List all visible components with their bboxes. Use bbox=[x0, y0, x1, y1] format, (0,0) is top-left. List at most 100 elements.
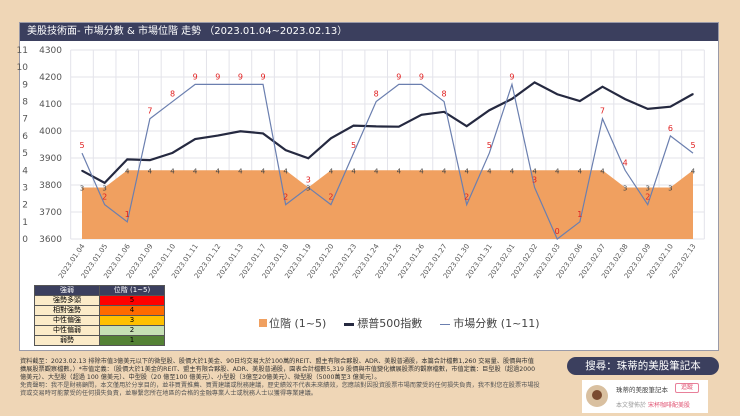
score-data-label: 9 bbox=[260, 72, 265, 81]
sp500-point bbox=[692, 93, 694, 95]
position-area bbox=[82, 170, 693, 239]
author-card[interactable]: 珠蒂的美股筆記本 追蹤 本文發佈於 宋杯咖啡配美股 bbox=[582, 380, 708, 413]
follow-button[interactable]: 追蹤 bbox=[675, 383, 700, 393]
row-label: 中性偏強 bbox=[34, 315, 100, 326]
left-axis-tick: 2 bbox=[22, 201, 28, 211]
score-data-label: 2 bbox=[328, 193, 333, 202]
sp500-point bbox=[103, 182, 106, 184]
score-data-label: 2 bbox=[464, 193, 469, 202]
row-value: 3 bbox=[99, 315, 165, 326]
position-data-label: 4 bbox=[578, 167, 583, 175]
legend-label: 位階 (1~5) bbox=[269, 317, 327, 330]
score-data-label: 4 bbox=[623, 158, 628, 167]
sp500-point bbox=[669, 105, 672, 108]
published-info: 本文發佈於 宋杯咖啡配美股 bbox=[616, 400, 690, 409]
legend-item-sp500: 標普500指數 bbox=[344, 315, 422, 331]
score-data-label: 5 bbox=[690, 141, 695, 150]
position-data-label: 4 bbox=[555, 167, 560, 175]
position-data-label: 4 bbox=[351, 167, 356, 175]
header-position: 位階 (1~5) bbox=[99, 285, 165, 296]
area-swatch-icon bbox=[259, 319, 267, 327]
header-strength: 強弱 bbox=[34, 285, 100, 296]
score-data-label: 1 bbox=[577, 210, 582, 219]
score-data-label: 8 bbox=[170, 90, 175, 99]
score-data-label: 2 bbox=[283, 193, 288, 202]
score-data-label: 5 bbox=[351, 141, 356, 150]
position-data-label: 4 bbox=[374, 167, 379, 175]
sp500-point bbox=[556, 93, 559, 96]
left-axis-tick: 3 bbox=[22, 183, 28, 193]
sp500-point bbox=[624, 98, 626, 100]
score-data-label: 5 bbox=[79, 141, 84, 150]
sp500-point bbox=[646, 108, 649, 110]
position-data-label: 4 bbox=[464, 167, 469, 175]
left-axis-tick: 9 bbox=[22, 80, 28, 90]
position-legend-table: 強弱 位階 (1~5) 強勢多頭 5 相對強勢 4 中性偏強 3 中性偏弱 2 弱勢 1 bbox=[34, 285, 165, 346]
score-data-label: 9 bbox=[193, 72, 198, 81]
left-axis-tick: 1 bbox=[22, 218, 28, 228]
line-swatch-icon bbox=[344, 322, 355, 326]
published-link[interactable]: 宋杯咖啡配美股 bbox=[647, 402, 690, 409]
sp500-point bbox=[443, 111, 445, 113]
score-data-label: 9 bbox=[215, 72, 220, 81]
sp500-point bbox=[420, 114, 423, 116]
position-data-label: 3 bbox=[80, 184, 84, 192]
search-banner: 搜尋：珠蒂的美股筆記本 bbox=[567, 357, 719, 375]
secondary-axis-tick: 3700 bbox=[39, 208, 62, 218]
left-axis-tick: 5 bbox=[22, 149, 28, 159]
row-label: 弱勢 bbox=[34, 335, 100, 346]
footer-notes: 資料截至：2023.02.13 排除市值3億美元以下的微型股、股價大於1美金、9… bbox=[20, 358, 540, 398]
avatar bbox=[586, 385, 608, 407]
position-data-label: 4 bbox=[238, 167, 243, 175]
position-data-label: 4 bbox=[261, 167, 266, 175]
position-data-label: 4 bbox=[216, 167, 221, 175]
sp500-point bbox=[375, 125, 377, 128]
position-data-label: 3 bbox=[102, 184, 106, 192]
position-data-label: 4 bbox=[442, 167, 447, 175]
left-axis-tick: 6 bbox=[22, 132, 28, 142]
row-label: 相對強勢 bbox=[34, 305, 100, 316]
position-data-label: 4 bbox=[691, 167, 696, 175]
position-data-label: 4 bbox=[193, 167, 198, 175]
left-axis-tick: 7 bbox=[22, 115, 28, 125]
row-value: 5 bbox=[99, 295, 165, 306]
score-data-label: 1 bbox=[125, 210, 130, 219]
position-data-label: 4 bbox=[532, 167, 537, 175]
position-data-label: 4 bbox=[125, 167, 130, 175]
position-data-label: 3 bbox=[306, 184, 310, 192]
sp500-point bbox=[262, 132, 264, 135]
sp500-point bbox=[239, 130, 242, 133]
legend-label: 標普500指數 bbox=[357, 317, 423, 330]
position-data-label: 4 bbox=[419, 167, 424, 175]
score-data-label: 0 bbox=[555, 227, 560, 236]
secondary-axis-tick: 4200 bbox=[39, 73, 62, 83]
chart-title: 美股技術面- 市場分數 & 市場位階 走勢 （2023.01.04~2023.0… bbox=[20, 23, 718, 41]
sp500-point bbox=[601, 85, 604, 88]
sp500-point bbox=[149, 159, 151, 161]
position-data-label: 3 bbox=[623, 184, 627, 192]
sp500-point bbox=[81, 169, 83, 172]
data-note: 資料截至：2023.02.13 排除市值3億美元以下的微型股、股價大於1美金、9… bbox=[20, 358, 536, 381]
position-data-label: 3 bbox=[668, 184, 672, 192]
position-data-label: 4 bbox=[397, 167, 402, 175]
chart-legend: 位階 (1~5) 標普500指數 市場分數 (1~11) bbox=[259, 315, 540, 331]
left-axis-tick: 4 bbox=[22, 166, 28, 176]
score-data-label: 9 bbox=[509, 72, 514, 81]
position-data-label: 4 bbox=[510, 167, 515, 175]
sp500-point bbox=[533, 81, 536, 84]
disclaimer: 免責聲明：我不是財務顧問，本文僅用於分享目的，並非買賣推薦、買賣建議或稅務建議，… bbox=[20, 382, 540, 397]
sp500-point bbox=[216, 134, 219, 137]
score-data-label: 2 bbox=[645, 193, 650, 202]
score-data-label: 3 bbox=[532, 175, 537, 184]
sp500-point bbox=[352, 124, 355, 127]
sp500-point bbox=[307, 157, 310, 160]
chart: 3600370038003900400041004200430001234567… bbox=[17, 46, 705, 280]
line-swatch-icon bbox=[440, 323, 451, 325]
legend-item-position: 位階 (1~5) bbox=[259, 315, 326, 331]
secondary-axis-tick: 4100 bbox=[39, 100, 62, 110]
score-data-label: 5 bbox=[487, 141, 492, 150]
position-data-label: 4 bbox=[487, 167, 492, 175]
sp500-point bbox=[171, 152, 174, 154]
sp500-point bbox=[194, 138, 196, 140]
legend-item-score: 市場分數 (1~11) bbox=[440, 315, 540, 331]
